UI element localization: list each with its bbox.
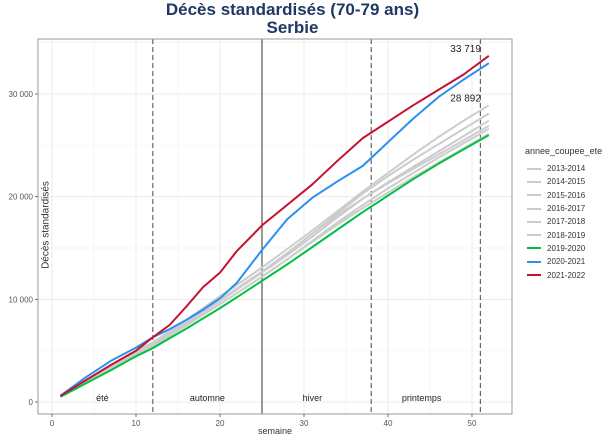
y-tick-label: 0: [29, 398, 34, 407]
x-tick-label: 0: [50, 419, 55, 428]
legend-swatch-icon: [527, 234, 541, 237]
legend-item: 2016-2017: [525, 202, 602, 215]
x-tick-label: 10: [132, 419, 141, 428]
legend-item: 2020-2021: [525, 255, 602, 268]
series-line-2020-2021: [59, 62, 490, 397]
series-line-2021-2022: [59, 54, 490, 397]
x-tick-label: 20: [216, 419, 225, 428]
legend-label: 2021-2022: [547, 270, 586, 280]
legend-swatch-icon: [527, 180, 541, 183]
legend-title: annee_coupee_ete: [525, 146, 603, 156]
season-label: automne: [190, 393, 225, 403]
season-label: été: [96, 393, 109, 403]
legend-label: 2018-2019: [547, 230, 586, 240]
y-tick-label: 10 000: [9, 295, 34, 304]
chart-title: Décès standardisés (70-79 ans): [165, 0, 420, 19]
legend-label: 2019-2020: [547, 243, 586, 253]
legend-label: 2017-2018: [547, 217, 586, 227]
legend-item: 2013-2014: [525, 162, 602, 175]
legend-swatch-icon: [527, 274, 541, 277]
legend-item: 2015-2016: [525, 189, 602, 202]
y-tick-label: 30 000: [9, 90, 34, 99]
legend-item: 2021-2022: [525, 268, 602, 281]
legend-items: 2013-2014 2014-2015 2015-2016 2016-2017 2017…: [525, 162, 602, 282]
legend-swatch-icon: [527, 207, 541, 210]
legend-label: 2016-2017: [547, 204, 586, 214]
legend-label: 2020-2021: [547, 257, 586, 267]
y-tick-label: 20 000: [9, 193, 34, 202]
legend-swatch-icon: [527, 247, 541, 250]
legend-swatch-icon: [527, 194, 541, 197]
series-line-2018-2019: [59, 133, 490, 398]
legend-item: 2019-2020: [525, 242, 602, 255]
x-tick-label: 40: [384, 419, 393, 428]
legend-swatch-icon: [527, 260, 541, 263]
chart-subtitle: Serbie: [266, 18, 319, 37]
legend-swatch-icon: [527, 167, 541, 170]
series-line-2019-2020: [59, 134, 490, 398]
x-tick-label: 50: [468, 419, 477, 428]
legend: annee_coupee_ete 2013-2014 2014-2015 2015-…: [525, 146, 602, 282]
legend-label: 2014-2015: [547, 177, 586, 187]
value-annotation: 28 892: [450, 93, 481, 104]
legend-label: 2015-2016: [547, 190, 586, 200]
y-axis-label: Décès standardisés: [40, 181, 52, 269]
legend-item: 2014-2015: [525, 175, 602, 188]
x-axis-label: semaine: [258, 426, 292, 436]
plot-border: [37, 38, 513, 415]
value-annotation: 33 719: [450, 44, 481, 55]
x-tick-label: 30: [300, 419, 309, 428]
legend-label: 2013-2014: [547, 164, 586, 174]
legend-item: 2018-2019: [525, 228, 602, 241]
season-label: printemps: [402, 393, 442, 403]
legend-item: 2017-2018: [525, 215, 602, 228]
season-label: hiver: [303, 393, 323, 403]
legend-swatch-icon: [527, 220, 541, 223]
